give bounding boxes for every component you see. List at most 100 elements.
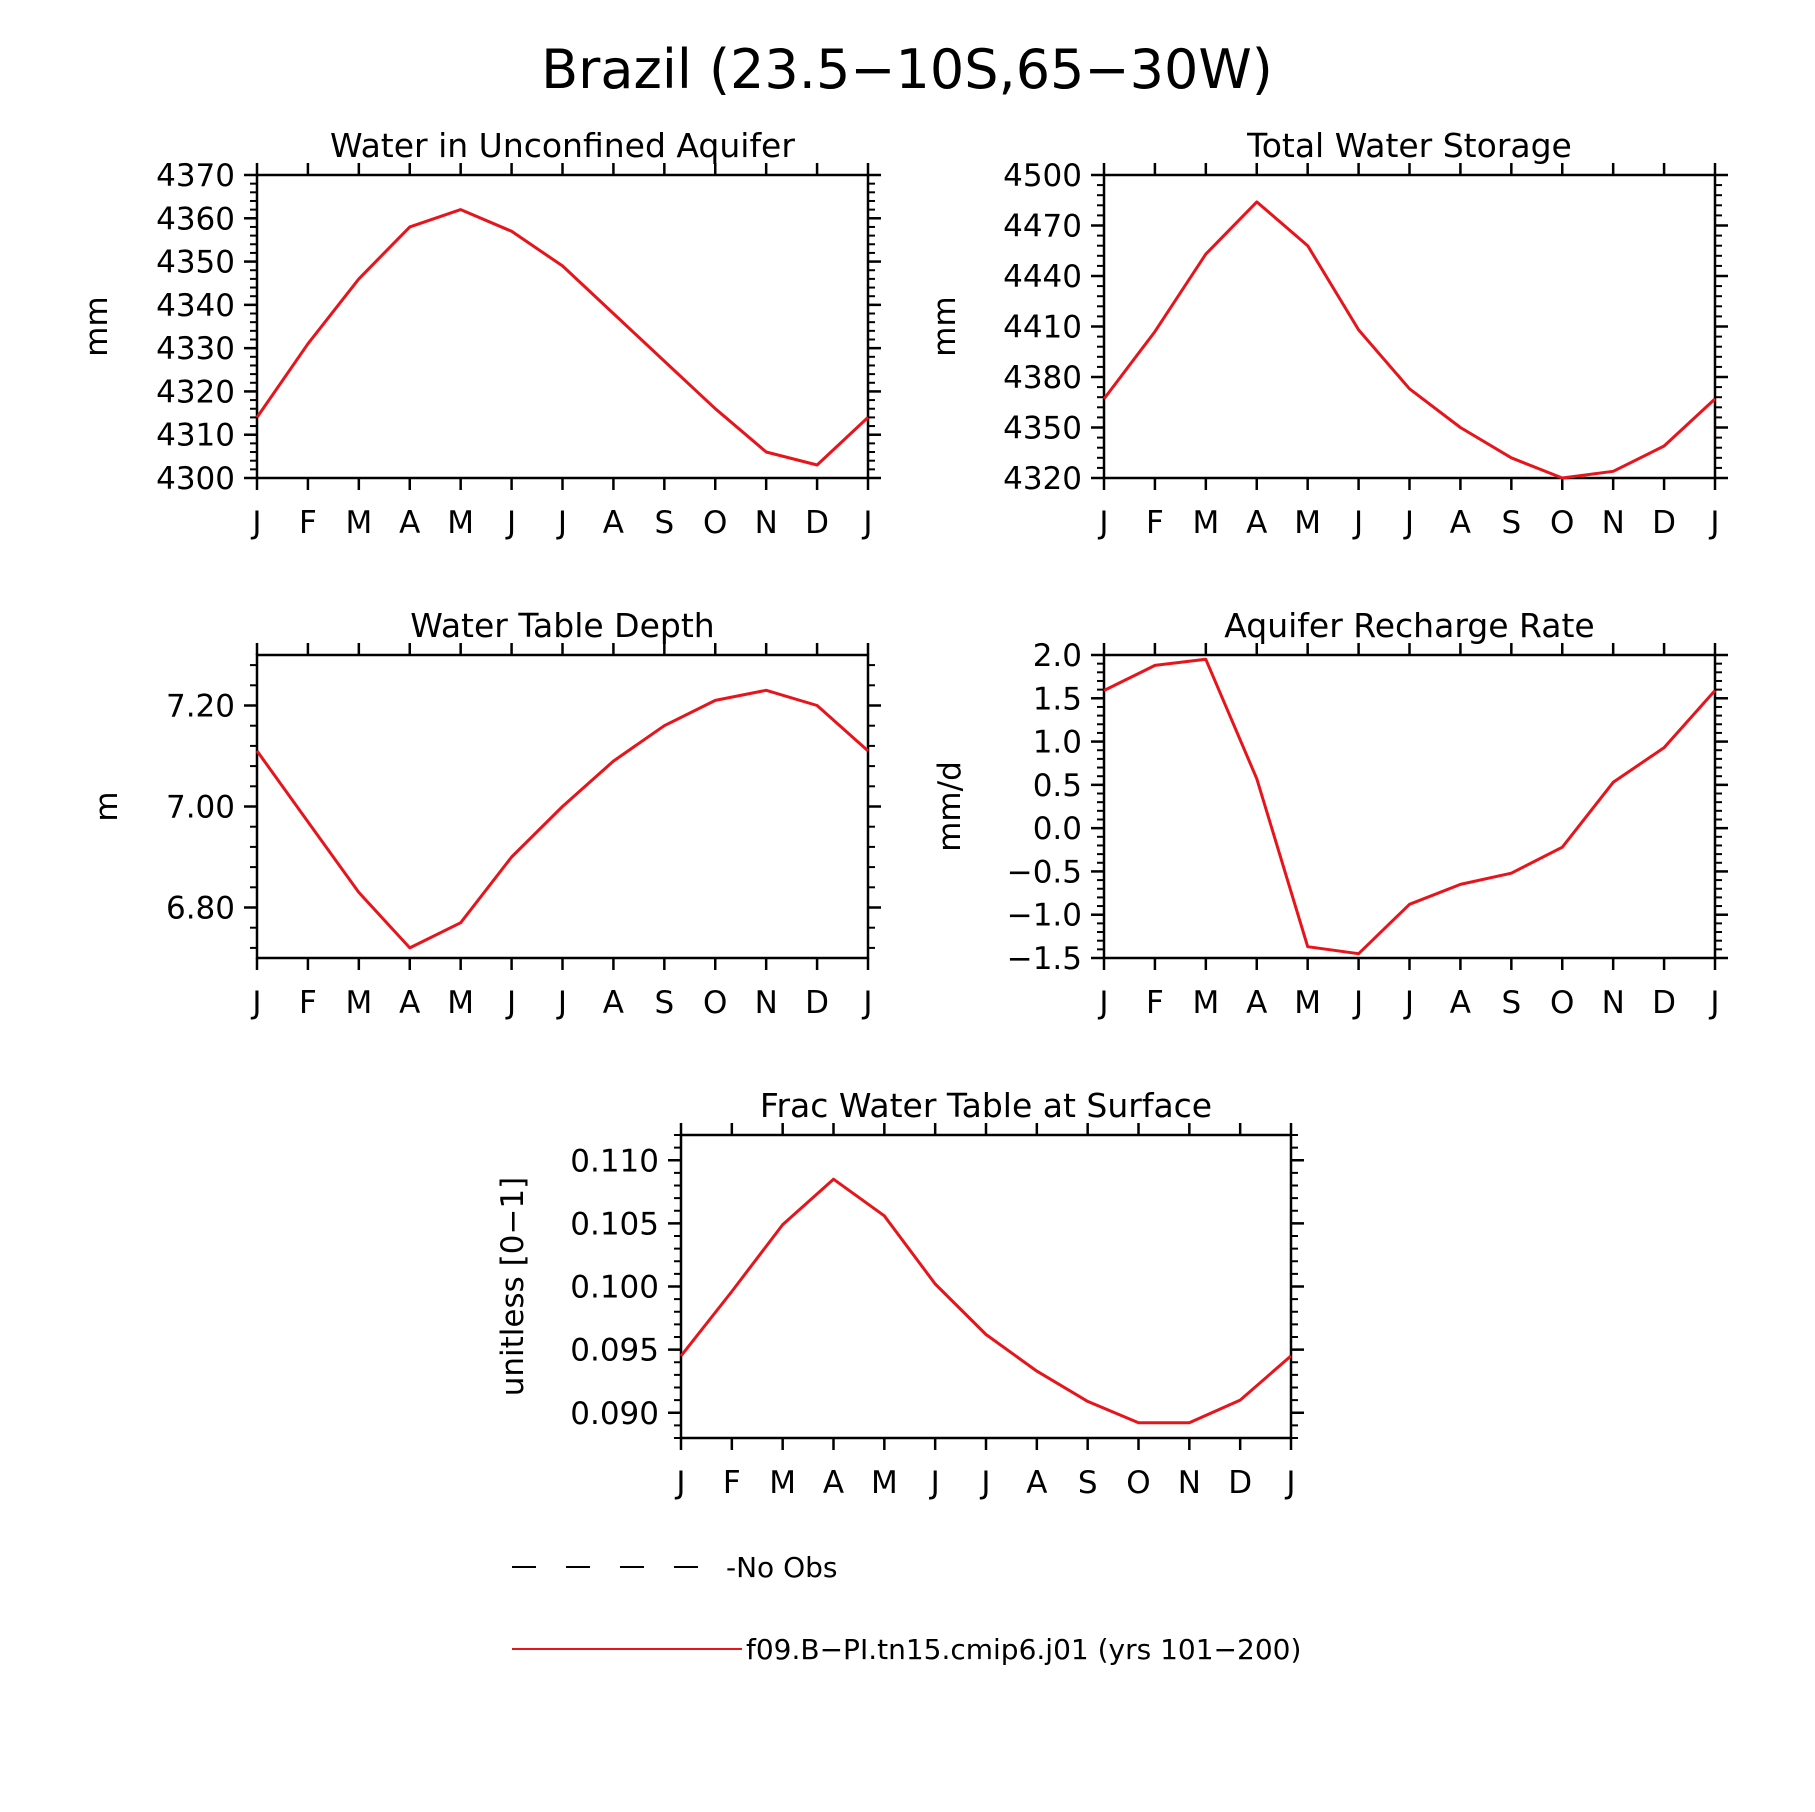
panel-title: Frac Water Table at Surface <box>760 1086 1212 1125</box>
x-tick-label: A <box>1450 505 1471 541</box>
x-tick-label: M <box>1294 985 1321 1021</box>
x-tick-label: N <box>755 985 778 1021</box>
x-tick-label: S <box>654 985 674 1021</box>
x-tick-label: O <box>703 505 727 541</box>
x-tick-label: J <box>250 505 261 541</box>
y-tick-label: 1.5 <box>1033 681 1082 717</box>
x-tick-label: F <box>1146 505 1164 541</box>
figure-title: Brazil (23.5−10S,65−30W) <box>541 38 1273 101</box>
y-axis-label: mm <box>79 296 115 356</box>
x-tick-label: O <box>1550 505 1574 541</box>
x-tick-label: S <box>654 505 674 541</box>
y-tick-label: 0.090 <box>570 1396 659 1432</box>
y-tick-label: 4470 <box>1003 209 1082 245</box>
y-tick-label: 4320 <box>156 374 235 410</box>
x-tick-label: J <box>505 985 516 1021</box>
x-tick-label: M <box>871 1465 898 1501</box>
x-tick-label: D <box>1652 985 1676 1021</box>
y-axis-label: mm/d <box>932 761 968 852</box>
x-tick-label: J <box>1097 985 1108 1021</box>
series-line <box>1103 657 1717 956</box>
x-tick-label: S <box>1078 1465 1098 1501</box>
panel-title: Water in Unconfined Aquifer <box>330 126 795 165</box>
x-tick-label: D <box>1228 1465 1252 1501</box>
y-tick-label: 0.110 <box>570 1143 659 1179</box>
y-tick-label: 6.80 <box>166 891 235 927</box>
x-tick-label: A <box>1026 1465 1047 1501</box>
x-tick-label: J <box>674 1465 685 1501</box>
x-tick-label: O <box>1126 1465 1150 1501</box>
y-tick-label: 7.00 <box>166 790 235 826</box>
x-tick-label: M <box>345 505 372 541</box>
y-tick-label: 7.20 <box>166 689 235 725</box>
x-tick-label: M <box>769 1465 796 1501</box>
x-tick-label: J <box>861 505 872 541</box>
legend-label-no-obs: -No Obs <box>726 1551 837 1584</box>
y-tick-label: 4350 <box>1003 411 1082 447</box>
y-tick-label: 4300 <box>156 461 235 497</box>
x-tick-label: J <box>861 985 872 1021</box>
y-axis-label: unitless [0−1] <box>495 1177 531 1397</box>
x-tick-label: F <box>723 1465 741 1501</box>
x-tick-label: O <box>703 985 727 1021</box>
x-tick-label: O <box>1550 985 1574 1021</box>
series-line <box>1102 200 1717 480</box>
x-tick-label: A <box>603 985 624 1021</box>
y-tick-label: 4360 <box>156 201 235 237</box>
x-tick-label: S <box>1501 985 1521 1021</box>
y-axis-label: mm <box>927 296 963 356</box>
x-tick-label: D <box>1652 505 1676 541</box>
x-tick-label: M <box>1192 985 1219 1021</box>
legend: -No Obs f09.B−PI.tn15.cmip6.j01 (yrs 101… <box>512 1551 1301 1666</box>
x-tick-label: J <box>505 505 516 541</box>
x-tick-label: N <box>1602 985 1625 1021</box>
y-tick-label: 4320 <box>1003 461 1082 497</box>
x-tick-label: D <box>805 985 829 1021</box>
legend-label-model-run: f09.B−PI.tn15.cmip6.j01 (yrs 101−200) <box>746 1633 1301 1666</box>
x-tick-label: M <box>345 985 372 1021</box>
x-tick-label: N <box>755 505 778 541</box>
x-tick-label: J <box>1403 505 1414 541</box>
x-tick-label: F <box>299 505 317 541</box>
panel-title: Total Water Storage <box>1246 126 1572 165</box>
x-tick-label: M <box>1294 505 1321 541</box>
x-tick-label: A <box>1450 985 1471 1021</box>
x-tick-label: J <box>1097 505 1108 541</box>
y-tick-label: 0.105 <box>570 1206 659 1242</box>
x-tick-label: D <box>805 505 829 541</box>
x-tick-label: M <box>1192 505 1219 541</box>
x-tick-label: J <box>929 1465 940 1501</box>
x-tick-label: J <box>556 985 567 1021</box>
x-tick-label: A <box>823 1465 844 1501</box>
x-tick-label: A <box>399 505 420 541</box>
x-tick-label: J <box>1708 985 1719 1021</box>
y-tick-label: 0.100 <box>570 1270 659 1306</box>
x-tick-label: S <box>1501 505 1521 541</box>
panel-title: Water Table Depth <box>410 606 714 645</box>
x-tick-label: A <box>1246 985 1267 1021</box>
y-tick-label: 4500 <box>1003 158 1082 194</box>
y-tick-label: −1.0 <box>1007 898 1082 934</box>
y-tick-label: −0.5 <box>1007 854 1082 890</box>
x-tick-label: A <box>399 985 420 1021</box>
x-tick-label: N <box>1602 505 1625 541</box>
x-tick-label: J <box>250 985 261 1021</box>
x-tick-label: J <box>1284 1465 1295 1501</box>
y-tick-label: 4350 <box>156 245 235 281</box>
x-tick-label: F <box>299 985 317 1021</box>
x-tick-label: J <box>1708 505 1719 541</box>
x-tick-label: M <box>447 505 474 541</box>
y-tick-label: 0.0 <box>1033 811 1082 847</box>
series-line <box>255 688 869 950</box>
y-axis-label: m <box>89 791 125 821</box>
y-tick-label: 4410 <box>1003 310 1082 346</box>
x-tick-label: J <box>556 505 567 541</box>
x-tick-label: J <box>1403 985 1414 1021</box>
